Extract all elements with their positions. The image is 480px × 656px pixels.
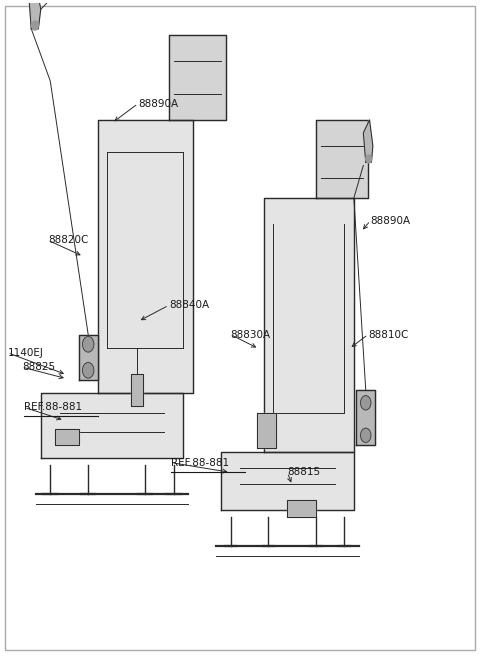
Polygon shape xyxy=(257,413,276,448)
Polygon shape xyxy=(288,501,316,517)
Text: 88840A: 88840A xyxy=(169,300,209,310)
Circle shape xyxy=(366,155,372,163)
Polygon shape xyxy=(55,429,79,445)
Text: 88890A: 88890A xyxy=(138,98,178,109)
Text: 1140EJ: 1140EJ xyxy=(8,348,43,358)
Polygon shape xyxy=(363,120,373,162)
Circle shape xyxy=(360,396,371,410)
Polygon shape xyxy=(79,335,97,380)
Polygon shape xyxy=(97,120,192,393)
Polygon shape xyxy=(169,35,226,120)
Circle shape xyxy=(83,363,94,378)
Polygon shape xyxy=(264,198,354,451)
Text: 88890A: 88890A xyxy=(371,216,410,226)
Text: REF.88-881: REF.88-881 xyxy=(24,402,82,413)
Text: 88830A: 88830A xyxy=(230,329,271,340)
Polygon shape xyxy=(29,0,41,29)
Polygon shape xyxy=(221,451,354,510)
Text: 88825: 88825 xyxy=(22,362,55,372)
Polygon shape xyxy=(356,390,375,445)
Text: 88820C: 88820C xyxy=(48,236,88,245)
Text: 88815: 88815 xyxy=(288,467,321,478)
Polygon shape xyxy=(41,393,183,458)
Polygon shape xyxy=(316,120,368,198)
Circle shape xyxy=(360,428,371,443)
Polygon shape xyxy=(131,373,143,406)
Circle shape xyxy=(32,21,38,30)
Text: REF.88-881: REF.88-881 xyxy=(171,458,229,468)
Text: 88810C: 88810C xyxy=(368,329,408,340)
Circle shape xyxy=(83,337,94,352)
